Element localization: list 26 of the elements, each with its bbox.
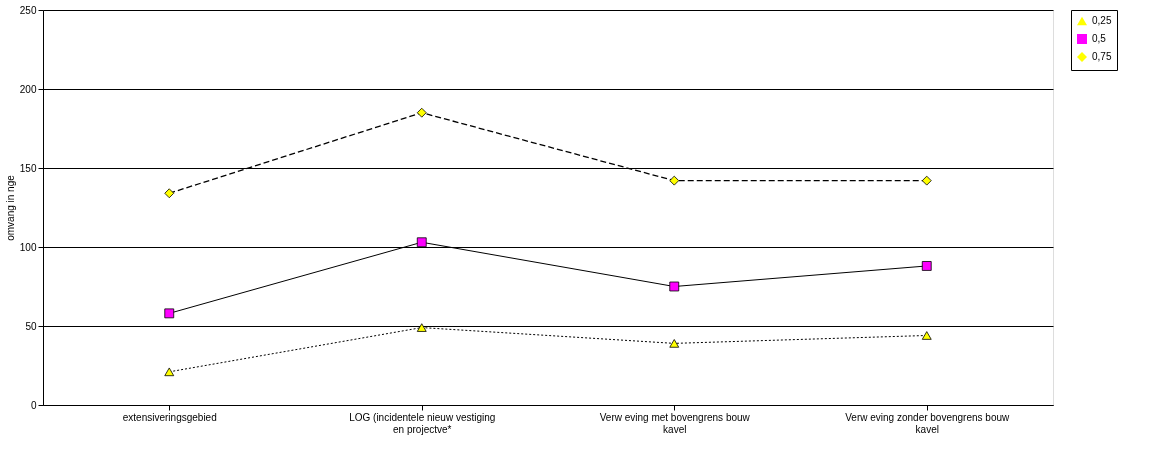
y-tick-label: 250 [19,4,37,16]
legend-label: 0,25 [1092,15,1112,26]
legend-label: 0,5 [1092,33,1107,44]
point [921,261,932,271]
point [416,107,427,118]
y-tick-label: 0 [30,399,37,411]
y-axis-title: omvang in nge [4,174,16,241]
y-tick-label: 50 [25,320,37,332]
point [669,281,680,292]
x-tick-label: extensiveringsgebied [122,411,217,423]
point [416,237,427,248]
point [921,331,932,340]
y-tick-label: 150 [19,162,37,174]
point [921,175,932,186]
x-tick-label: LOG (incidentele nieuw vestiging en projectve* [349,411,496,435]
x-tick-label: Verw eving zonder bovengrens bouw kavel [845,411,1011,435]
point [164,308,175,319]
x-tick-label: Verw eving met bovengrens bouw kavel [599,411,751,435]
y-tick-label: 100 [19,241,37,253]
point [669,339,680,348]
legend-label: 0,75 [1092,51,1112,62]
point [669,175,680,186]
point [416,323,427,332]
point [164,188,175,199]
point [164,367,175,377]
y-tick-label: 200 [19,83,37,95]
